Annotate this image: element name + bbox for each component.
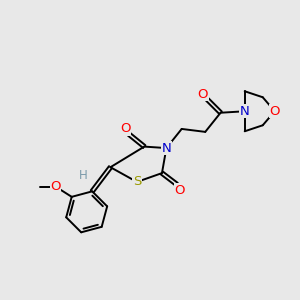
Text: S: S	[133, 176, 141, 188]
Text: H: H	[79, 169, 88, 182]
Text: O: O	[198, 88, 208, 101]
Text: O: O	[50, 180, 61, 193]
Text: O: O	[174, 184, 185, 197]
Text: N: N	[161, 142, 171, 154]
Text: N: N	[240, 105, 250, 118]
Text: O: O	[269, 105, 280, 118]
Text: O: O	[120, 122, 131, 135]
